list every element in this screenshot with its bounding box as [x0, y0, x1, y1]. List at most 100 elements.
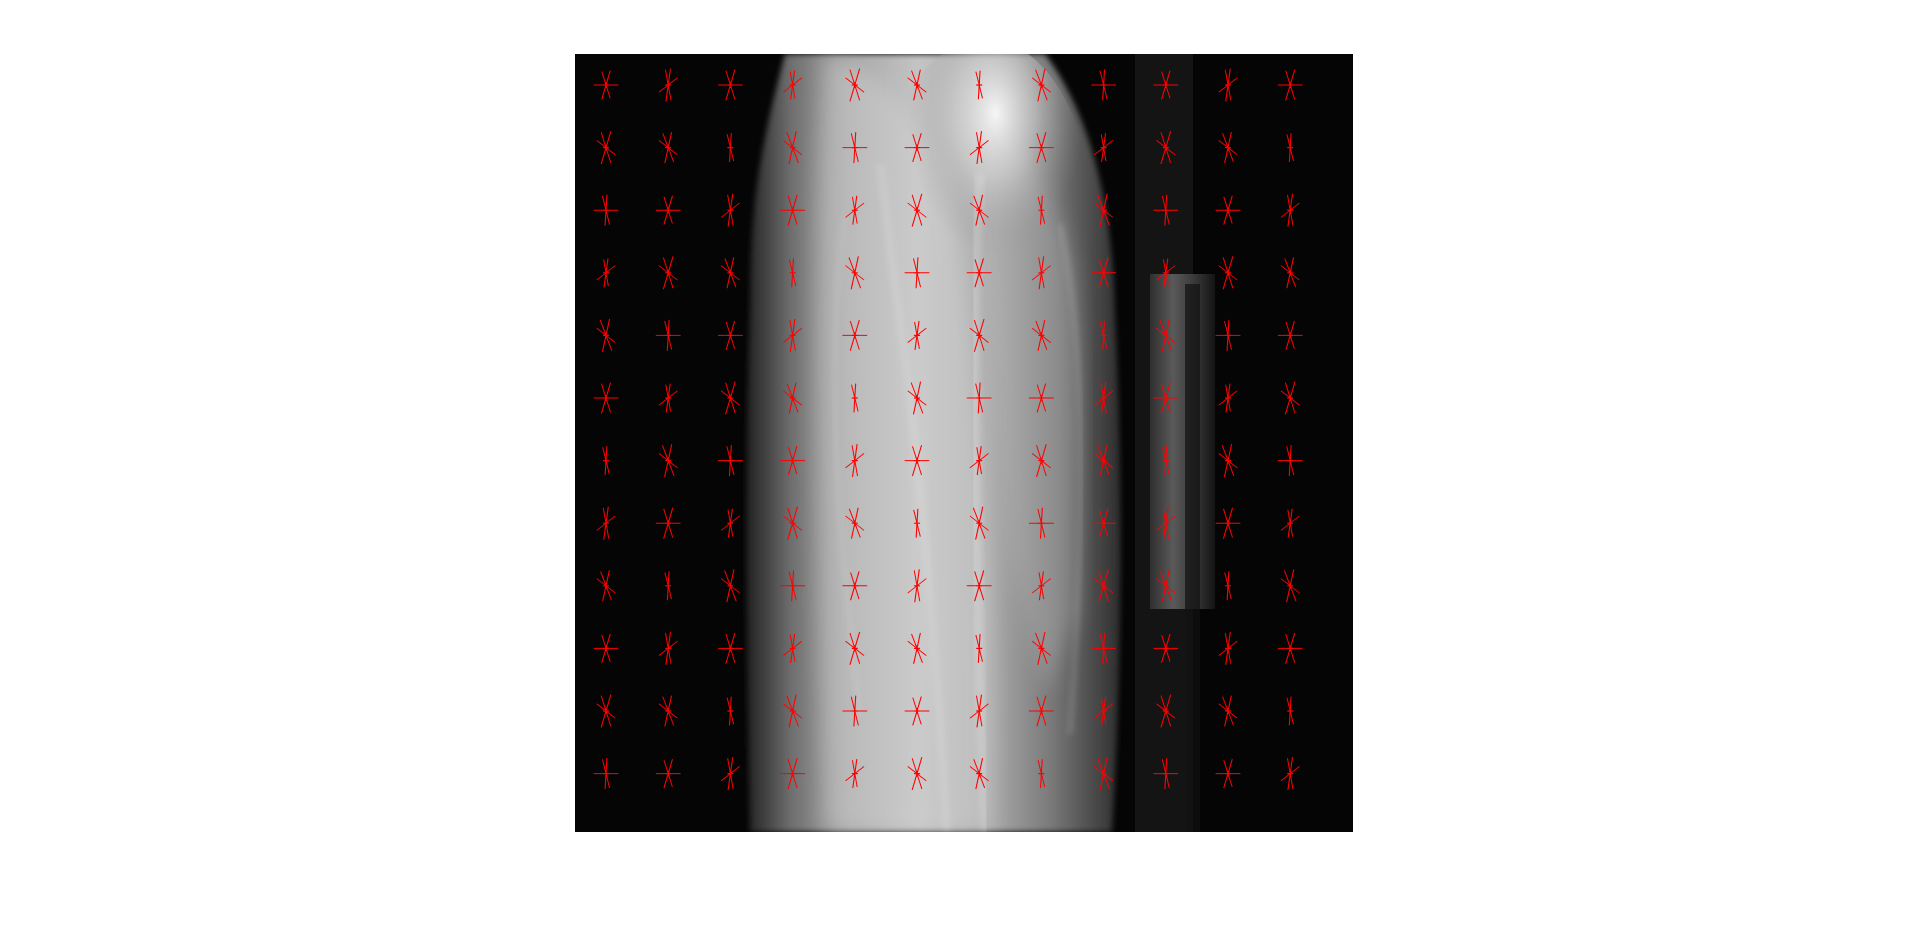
tensor-glyph	[1037, 759, 1046, 789]
tensor-glyph	[658, 256, 678, 290]
tensor-glyph	[969, 506, 989, 540]
tensor-glyph	[1091, 257, 1117, 289]
tensor-glyph	[842, 319, 868, 351]
tensor-glyph	[1277, 445, 1303, 477]
tensor-glyph	[845, 256, 865, 290]
tensor-glyph	[1028, 383, 1054, 413]
tensor-glyph	[1218, 132, 1238, 164]
tensor-glyph	[655, 507, 681, 539]
tensor-glyph	[1280, 257, 1300, 289]
tensor-glyph	[851, 383, 859, 413]
tensor-glyph	[596, 694, 616, 728]
tensor-glyph	[845, 507, 865, 539]
tensor-glyph	[1280, 757, 1300, 791]
tensor-glyph	[593, 758, 619, 790]
tensor-glyph	[904, 445, 930, 477]
tensor-glyph	[1156, 694, 1176, 728]
tensor-glyph	[1156, 258, 1176, 288]
tensor-glyph	[1277, 632, 1303, 664]
tensor-glyph	[720, 508, 740, 538]
tensor-glyph	[593, 633, 619, 663]
tensor-glyph	[717, 632, 743, 664]
tensor-glyph	[1280, 193, 1300, 227]
tensor-glyph	[593, 382, 619, 414]
tensor-glyph	[907, 69, 927, 101]
tensor-glyph	[904, 257, 930, 289]
tensor-glyph	[1099, 320, 1108, 350]
tensor-glyph	[969, 131, 989, 165]
tensor-glyph	[1031, 256, 1051, 290]
tensor-glyph	[1277, 69, 1303, 101]
tensor-glyph	[1031, 444, 1051, 478]
tensor-glyph	[655, 759, 681, 789]
bone-contour-2	[969, 173, 990, 832]
tensor-glyph	[1094, 757, 1114, 791]
tensor-glyph	[1031, 571, 1051, 601]
tensor-glyph	[842, 695, 868, 727]
tensor-glyph	[1028, 507, 1054, 539]
radiograph-with-tensor-glyphs	[575, 54, 1353, 832]
tensor-glyph	[1153, 194, 1179, 226]
tensor-glyph	[1153, 382, 1179, 414]
tensor-glyph	[1218, 68, 1238, 102]
tensor-glyph	[783, 694, 803, 728]
tensor-glyph	[1094, 569, 1114, 603]
tensor-glyph	[1094, 696, 1114, 726]
tensor-glyph	[1224, 571, 1232, 601]
tensor-glyph	[1286, 696, 1294, 726]
tensor-glyph	[658, 631, 678, 665]
tensor-glyph	[975, 633, 983, 663]
tensor-glyph	[1218, 444, 1238, 478]
tensor-glyph	[720, 569, 740, 603]
tensor-glyph	[969, 758, 989, 790]
tensor-glyph	[780, 446, 806, 476]
tensor-glyph	[658, 68, 678, 102]
tensor-glyph	[969, 694, 989, 728]
tensor-glyph	[1215, 507, 1241, 539]
bone-contour-3	[1057, 223, 1085, 735]
tensor-glyph	[969, 194, 989, 226]
tensor-glyph	[664, 571, 672, 601]
tensor-glyph	[726, 696, 735, 726]
tensor-glyph	[783, 506, 803, 540]
tensor-glyph	[907, 632, 927, 664]
tensor-glyph	[1156, 506, 1176, 540]
tensor-glyph	[658, 444, 678, 478]
tensor-glyph	[904, 133, 930, 163]
tensor-glyph	[655, 195, 681, 225]
tensor-glyph	[1031, 631, 1051, 665]
tensor-glyph	[717, 445, 743, 477]
tensor-glyph	[907, 193, 927, 227]
tensor-glyph	[596, 318, 616, 352]
tensor-glyph	[1218, 383, 1238, 413]
tensor-glyph	[1156, 131, 1176, 165]
tensor-glyph	[1153, 758, 1179, 790]
tensor-glyph	[966, 382, 992, 414]
tensor-glyph	[720, 381, 740, 415]
tensor-glyph	[1280, 381, 1300, 415]
tensor-glyph	[783, 70, 803, 100]
tensor-glyph	[1028, 695, 1054, 727]
tensor-glyph	[907, 757, 927, 791]
tensor-glyph	[1277, 320, 1303, 350]
tensor-glyph	[907, 381, 927, 415]
tensor-glyph	[593, 194, 619, 226]
tensor-glyph	[1156, 318, 1176, 352]
tensor-glyph	[1156, 570, 1176, 602]
tensor-glyph	[1094, 193, 1114, 227]
tensor-glyph	[1280, 508, 1300, 538]
tensor-glyph	[1094, 381, 1114, 415]
tensor-glyph	[717, 320, 743, 350]
tensor-glyph	[720, 757, 740, 791]
tensor-glyph	[783, 382, 803, 414]
right-dark-column	[1185, 284, 1200, 832]
tensor-glyph	[780, 194, 806, 226]
tensor-glyph	[780, 570, 806, 602]
tensor-glyph	[783, 131, 803, 165]
tensor-glyph	[783, 633, 803, 663]
tensor-glyph	[845, 759, 865, 789]
tensor-glyph	[596, 570, 616, 602]
tensor-glyph	[913, 508, 921, 538]
tensor-glyph	[966, 258, 992, 288]
